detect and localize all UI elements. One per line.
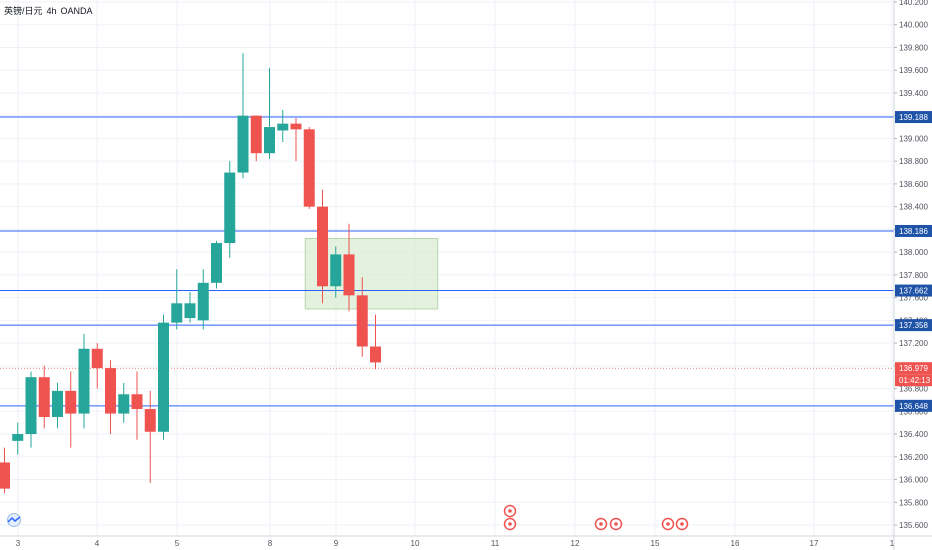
price-tick-label: 136.200 — [899, 453, 928, 462]
level-price-label: 139.188 — [899, 113, 928, 122]
candle-up[interactable] — [78, 348, 90, 414]
price-tick-label: 138.800 — [899, 157, 928, 166]
level-price-label: 136.648 — [899, 402, 928, 411]
level-price-label: 138.186 — [899, 227, 928, 236]
candle-down[interactable] — [105, 368, 116, 414]
price-tick-label: 140.200 — [899, 0, 928, 7]
source-label: OANDA — [60, 6, 93, 16]
time-tick-label: 11 — [491, 539, 500, 548]
price-tick-label: 138.000 — [899, 248, 928, 257]
candle-up[interactable] — [330, 254, 342, 287]
candle-up[interactable] — [224, 172, 236, 244]
candle-down[interactable] — [370, 346, 381, 363]
bar-countdown-label-bg — [895, 374, 932, 387]
candle-down[interactable] — [250, 115, 262, 154]
candle-down[interactable] — [290, 123, 302, 130]
candle-up[interactable] — [211, 243, 222, 283]
time-tick-label: 12 — [571, 539, 580, 548]
chart-header: 英镑/日元 4h OANDA — [4, 4, 97, 17]
level-price-label: 137.662 — [899, 287, 928, 296]
candle-up[interactable] — [118, 394, 130, 414]
level-price-label-bg — [895, 399, 932, 412]
interval-label[interactable]: 4h — [46, 6, 57, 16]
symbol-label[interactable]: 英镑/日元 — [4, 6, 43, 16]
level-price-label-bg — [895, 284, 932, 297]
candle-up[interactable] — [171, 303, 183, 323]
time-tick-label: 9 — [334, 539, 339, 548]
candle-up[interactable] — [264, 127, 275, 154]
price-tick-label: 138.600 — [899, 180, 928, 189]
economic-event-icon-dot — [599, 522, 603, 526]
tradingview-logo-icon[interactable] — [5, 513, 23, 527]
candle-down[interactable] — [317, 206, 328, 287]
level-price-label-bg — [895, 224, 932, 237]
candle-up[interactable] — [237, 115, 249, 173]
candle-up[interactable] — [277, 123, 289, 131]
price-tick-label: 140.000 — [899, 21, 928, 30]
time-tick-label: 5 — [175, 539, 180, 548]
price-tick-label: 137.200 — [899, 339, 928, 348]
candle-down[interactable] — [131, 394, 143, 410]
price-tick-label: 139.600 — [899, 66, 928, 75]
candle-up[interactable] — [52, 390, 63, 417]
candle-up[interactable] — [184, 303, 196, 319]
bar-countdown-label: 01:42:13 — [899, 376, 931, 385]
time-tick-label: 10 — [411, 539, 420, 548]
time-tick-label: 8 — [268, 539, 273, 548]
candle-up[interactable] — [25, 377, 37, 435]
price-tick-label: 136.000 — [899, 476, 928, 485]
candle-down[interactable] — [0, 462, 10, 489]
time-tick-label: 4 — [95, 539, 100, 548]
candle-down[interactable] — [303, 129, 315, 207]
candle-down[interactable] — [144, 409, 156, 432]
time-tick-label: 15 — [651, 539, 660, 548]
price-tick-label: 137.600 — [899, 294, 928, 303]
economic-event-icon-dot — [508, 522, 512, 526]
candle-down[interactable] — [356, 295, 368, 347]
price-tick-label: 137.800 — [899, 271, 928, 280]
candle-down[interactable] — [91, 348, 103, 369]
economic-event-icon-dot — [666, 522, 670, 526]
price-tick-label: 136.400 — [899, 430, 928, 439]
price-tick-label: 138.400 — [899, 203, 928, 212]
current-price-label: 136.979 — [899, 364, 928, 373]
economic-event-icon-dot — [508, 509, 512, 513]
economic-event-icon-dot — [614, 522, 618, 526]
price-tick-label: 139.000 — [899, 134, 928, 143]
current-price-label-bg — [895, 362, 932, 375]
candle-down[interactable] — [65, 390, 77, 414]
level-price-label: 137.358 — [899, 321, 928, 330]
candle-down[interactable] — [343, 254, 355, 296]
candle-up[interactable] — [12, 434, 24, 441]
price-tick-label: 135.600 — [899, 521, 928, 530]
time-tick-label: 3 — [16, 539, 21, 548]
time-tick-label: 17 — [810, 539, 819, 548]
candle-up[interactable] — [197, 282, 209, 321]
time-tick-label: 1 — [890, 539, 895, 548]
time-tick-label: 16 — [731, 539, 740, 548]
price-tick-label: 136.800 — [899, 385, 928, 394]
candle-down[interactable] — [38, 377, 50, 417]
level-price-label-bg — [895, 111, 932, 124]
level-price-label-bg — [895, 319, 932, 332]
economic-event-icon-dot — [680, 522, 684, 526]
price-tick-label: 139.800 — [899, 43, 928, 52]
price-tick-label: 135.800 — [899, 498, 928, 507]
price-tick-label: 139.400 — [899, 89, 928, 98]
candle-up[interactable] — [158, 322, 169, 432]
